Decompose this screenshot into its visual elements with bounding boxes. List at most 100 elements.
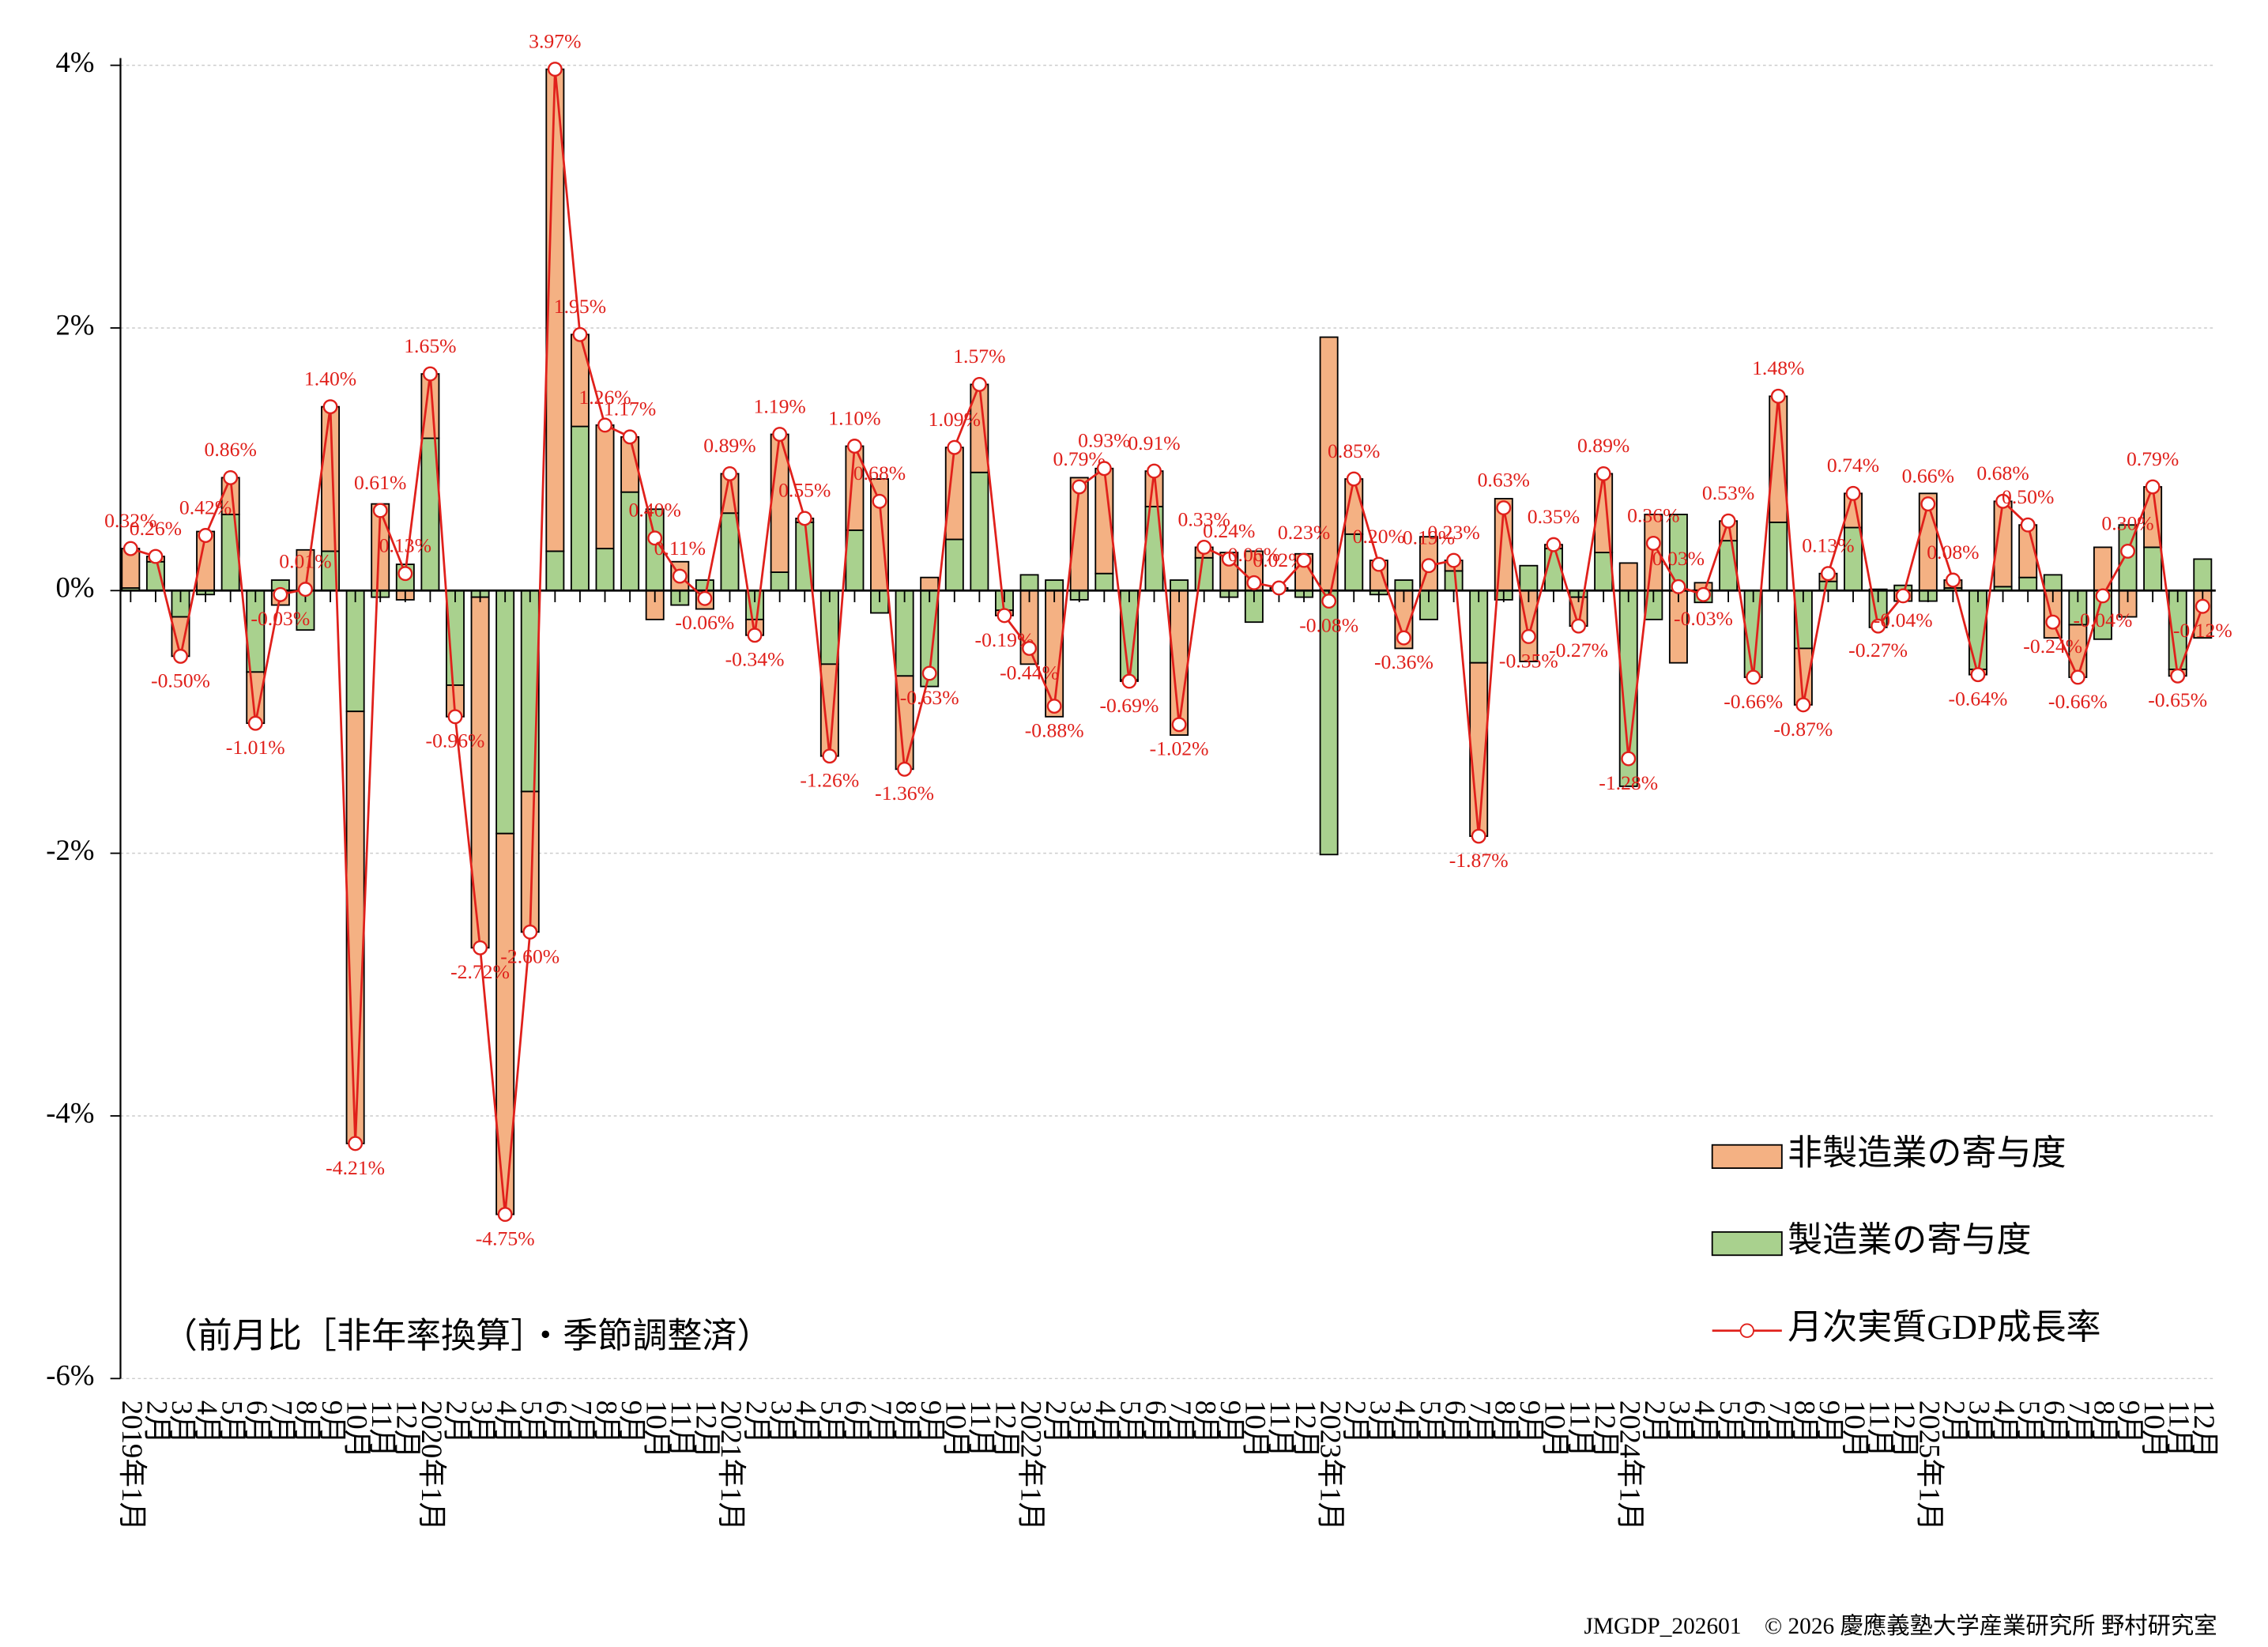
bar-segment [1170,579,1189,592]
x-tick-label: 8月 [890,1400,922,1444]
x-tick-label: 10月 [341,1400,373,1458]
data-label: 0.74% [1827,454,1879,477]
x-tick-label: 10月 [1240,1400,1272,1458]
marker [397,566,413,582]
marker [522,924,538,940]
data-label: -1.01% [226,736,285,759]
x-tick-label: 12月 [2188,1400,2221,1458]
marker [547,62,563,77]
x-tick-label: 2024年1月 [1614,1400,1646,1531]
marker [822,748,838,764]
marker [1272,580,1287,596]
x-tick-label: 7月 [2063,1400,2096,1444]
data-label: -1.26% [800,769,859,792]
data-label: 0.61% [354,471,406,494]
x-tick-label: 11月 [366,1400,398,1457]
x-tick-label: 5月 [516,1400,548,1444]
data-label: 0.23% [1278,521,1330,544]
data-label: 0.03% [1652,547,1705,570]
bar-segment [970,471,989,592]
data-label: 0.89% [703,434,755,457]
data-label: -0.63% [900,686,959,709]
marker [1421,558,1437,574]
x-tick-label: 2023年1月 [1314,1400,1347,1531]
x-tick-label: 2020年1月 [416,1400,448,1531]
marker [1845,485,1861,501]
x-tick-label: 3月 [1365,1400,1397,1444]
marker [1645,536,1661,551]
marker [1196,540,1212,555]
marker [1496,500,1512,516]
bar-segment [720,512,740,592]
x-tick-label: 12月 [990,1400,1023,1458]
marker [1970,667,1986,683]
x-tick-label: 4月 [1689,1400,1721,1444]
data-label: 0.11% [654,537,706,560]
marker [1446,552,1462,568]
x-tick-label: 12月 [691,1400,723,1458]
x-tick-label: 2月 [441,1400,473,1444]
line [130,69,2204,1215]
data-label: -2.72% [450,960,510,983]
marker [1171,717,1187,733]
marker [947,439,963,455]
y-tick-label: -4% [46,1096,94,1129]
y-tick-label: 4% [55,46,94,78]
data-label: 0.08% [1927,541,1979,563]
marker [1995,493,2011,509]
x-tick-label: 9月 [1814,1400,1846,1444]
data-label: -0.96% [426,729,485,752]
data-label: -0.27% [1549,639,1608,661]
x-tick-label: 6月 [1739,1400,1771,1444]
data-label: -0.44% [1000,661,1059,684]
data-label: -0.04% [1874,609,1933,631]
x-tick-label: 4月 [1389,1400,1422,1444]
data-label: -0.03% [1674,607,1733,630]
x-tick-label: 5月 [1115,1400,1147,1444]
marker [1471,828,1486,844]
x-tick-label: 8月 [590,1400,623,1444]
x-tick-label: 2019年1月 [116,1400,149,1531]
marker [1022,640,1038,656]
data-label: -0.35% [1499,649,1558,672]
data-label: -1.28% [1599,771,1658,794]
marker [348,1136,364,1151]
bar-segment [1618,562,1638,592]
x-tick-label: 12月 [391,1400,424,1458]
marker [1221,551,1237,567]
marker [1371,556,1387,572]
marker [1871,618,1886,634]
bar-segment [1818,580,1838,592]
x-tick-label: 10月 [1839,1400,1871,1458]
data-label: -2.60% [500,944,559,967]
x-tick-label: 10月 [640,1400,672,1458]
x-tick-label: 2月 [740,1400,773,1444]
data-label: 0.19% [1403,526,1455,549]
marker [198,528,213,543]
data-label: 1.40% [304,367,356,390]
marker [1246,575,1262,590]
data-label: 0.13% [379,534,431,557]
x-tick-label: 6月 [1439,1400,1471,1444]
bar-segment [2143,546,2163,592]
marker [1770,388,1786,404]
data-label: 0.68% [853,462,906,484]
data-label: 0.26% [130,517,182,540]
marker [1046,699,1062,714]
data-label: 0.55% [778,479,831,502]
data-label: 0.33% [1178,507,1230,530]
marker [1072,479,1087,495]
x-tick-label: 2月 [1938,1400,1971,1444]
marker [173,648,188,664]
x-tick-label: 8月 [291,1400,323,1444]
data-label: -0.65% [2148,688,2207,711]
x-tick-label: 11月 [965,1400,997,1457]
bar-segment [345,710,365,1144]
marker [797,511,812,526]
data-label: 1.57% [953,345,1005,367]
bar-segment [2018,576,2038,592]
x-tick-label: 4月 [191,1400,224,1444]
marker [2120,543,2135,559]
marker [897,761,913,777]
